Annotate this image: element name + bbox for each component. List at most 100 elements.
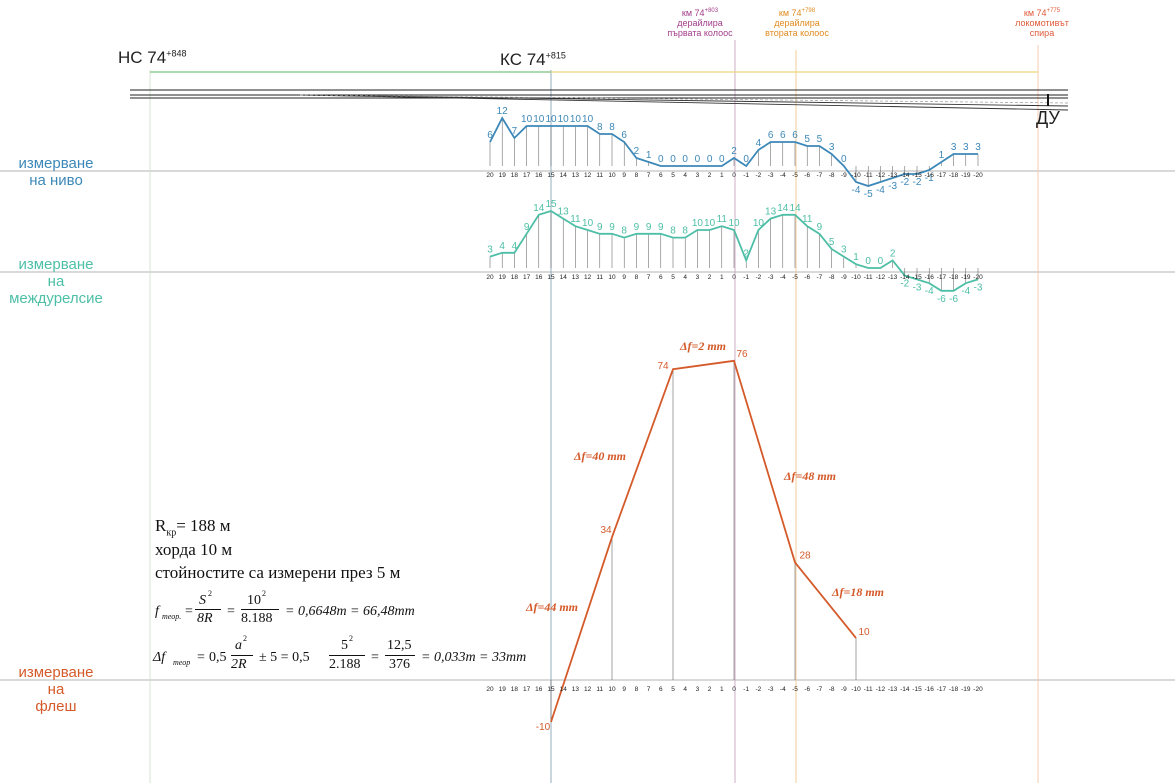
level-value-11: 6: [621, 130, 627, 141]
formula2-eq3: =: [371, 650, 379, 665]
header-first-axle-line1: дерайлира: [677, 18, 723, 28]
gauge-tick-38: -18: [949, 274, 959, 281]
level-tick-4: 16: [535, 172, 543, 179]
flesh-tick-27: -7: [817, 686, 823, 693]
flesh-value-4: 28: [799, 550, 811, 561]
level-value-27: 5: [817, 134, 823, 145]
header-loco-stop-km: км 74: [1023, 8, 1047, 18]
gauge-tick-40: -20: [973, 274, 983, 281]
flesh-value-1: 34: [600, 525, 612, 536]
level-value-22: 4: [756, 138, 762, 149]
formula2-num1: a: [235, 638, 242, 653]
flesh-tick-25: -5: [792, 686, 798, 693]
level-tick-8: 12: [584, 172, 592, 179]
gauge-tick-2: 18: [511, 274, 519, 281]
gauge-tick-14: 6: [659, 274, 663, 281]
flesh-tick-2: 18: [511, 686, 519, 693]
gauge-value-40: -3: [974, 282, 983, 293]
gauge-tick-12: 8: [635, 274, 639, 281]
level-value-26: 5: [804, 134, 810, 145]
formula2-bar2: [329, 655, 365, 656]
derail-line-1: [299, 94, 1069, 107]
header-second-axle: км 74+798 дерайлира втората колоос: [752, 6, 842, 38]
level-value-28: 3: [829, 142, 835, 153]
level-tick-18: 2: [708, 172, 712, 179]
formula1-rest: = 0,6648m = 66,48mm: [285, 604, 415, 619]
formula1-bar1: [195, 609, 221, 610]
formula1-num1-exp: 2: [208, 589, 212, 598]
level-value-4: 10: [533, 114, 545, 125]
flesh-tick-10: 10: [608, 686, 616, 693]
gauge-value-0: 3: [487, 245, 493, 256]
note-chord: хорда 10 м: [155, 540, 233, 559]
gauge-tick-37: -17: [937, 274, 947, 281]
flesh-tick-23: -3: [768, 686, 774, 693]
flesh-tick-15: 5: [671, 686, 675, 693]
gauge-value-27: 9: [817, 222, 823, 233]
flesh-tick-6: 14: [560, 686, 568, 693]
gauge-tick-30: -10: [851, 274, 861, 281]
level-value-5: 10: [545, 114, 557, 125]
station-du-label: ДУ: [1036, 108, 1060, 129]
flesh-tick-17: 3: [696, 686, 700, 693]
level-tick-19: 1: [720, 172, 724, 179]
flesh-tick-11: 9: [622, 686, 626, 693]
note-radius: Rкр= 188 м: [155, 516, 231, 543]
level-tick-31: -11: [864, 172, 873, 179]
gauge-value-36: -4: [925, 286, 934, 297]
flesh-tick-0: 20: [486, 686, 494, 693]
formula2-num2: 5: [341, 638, 348, 653]
level-value-7: 10: [570, 114, 582, 125]
level-value-9: 8: [597, 122, 603, 133]
station-ks-sup: +815: [545, 50, 566, 61]
formula2-num3: 12,5: [387, 638, 412, 653]
gauge-tick-15: 5: [671, 274, 675, 281]
gauge-value-16: 8: [682, 226, 688, 237]
flesh-tick-35: -15: [912, 686, 922, 693]
level-value-1: 12: [497, 106, 509, 117]
station-ns-text: НС 74: [118, 48, 167, 67]
gauge-tick-39: -19: [961, 274, 971, 281]
gauge-value-18: 10: [704, 218, 716, 229]
level-tick-35: -15: [912, 172, 922, 179]
level-value-13: 1: [646, 150, 652, 161]
level-tick-17: 3: [696, 172, 700, 179]
formula1-num2: 10: [247, 593, 261, 608]
gauge-value-24: 14: [777, 203, 789, 214]
flesh-delta-2: Δf=2 mm: [679, 339, 726, 353]
formula-delta-f-theor: Δf теор = 0,5 a 2 2R ± 5 = 0,5 5 2 2.188…: [153, 634, 573, 680]
flesh-tick-34: -14: [900, 686, 910, 693]
level-tick-11: 9: [622, 172, 626, 179]
gauge-tick-27: -7: [817, 274, 823, 281]
flesh-series-line: [550, 359, 857, 723]
header-second-axle-sup: +798: [801, 8, 816, 14]
gauge-tick-5: 15: [547, 274, 555, 281]
row-label-flesh-line3: флеш: [35, 698, 77, 715]
level-tick-39: -19: [961, 172, 971, 179]
gauge-value-21: 2: [743, 248, 749, 259]
gauge-value-14: 9: [658, 222, 664, 233]
level-tick-5: 15: [547, 172, 555, 179]
gauge-tick-16: 4: [683, 274, 687, 281]
flesh-tick-24: -4: [780, 686, 786, 693]
gauge-tick-31: -11: [864, 274, 873, 281]
flesh-tick-37: -17: [937, 686, 947, 693]
gauge-tick-19: 1: [720, 274, 724, 281]
flesh-tick-40: -20: [973, 686, 983, 693]
flesh-tick-31: -11: [864, 686, 873, 693]
flesh-tick-20: 0: [732, 686, 736, 693]
flesh-value-2: 74: [657, 361, 669, 372]
flesh-tick-8: 12: [584, 686, 592, 693]
formula2-den1: 2R: [231, 657, 247, 672]
level-tick-34: -14: [900, 172, 910, 179]
level-tick-23: -3: [768, 172, 774, 179]
level-tick-15: 5: [671, 172, 675, 179]
gauge-tick-29: -9: [841, 274, 847, 281]
guide-lines: [0, 40, 1175, 783]
row-label-gauge-line2: на: [47, 273, 65, 290]
header-second-axle-line1: дерайлира: [774, 18, 820, 28]
header-first-axle: км 74+803 дерайлира първата колоос: [660, 6, 740, 38]
